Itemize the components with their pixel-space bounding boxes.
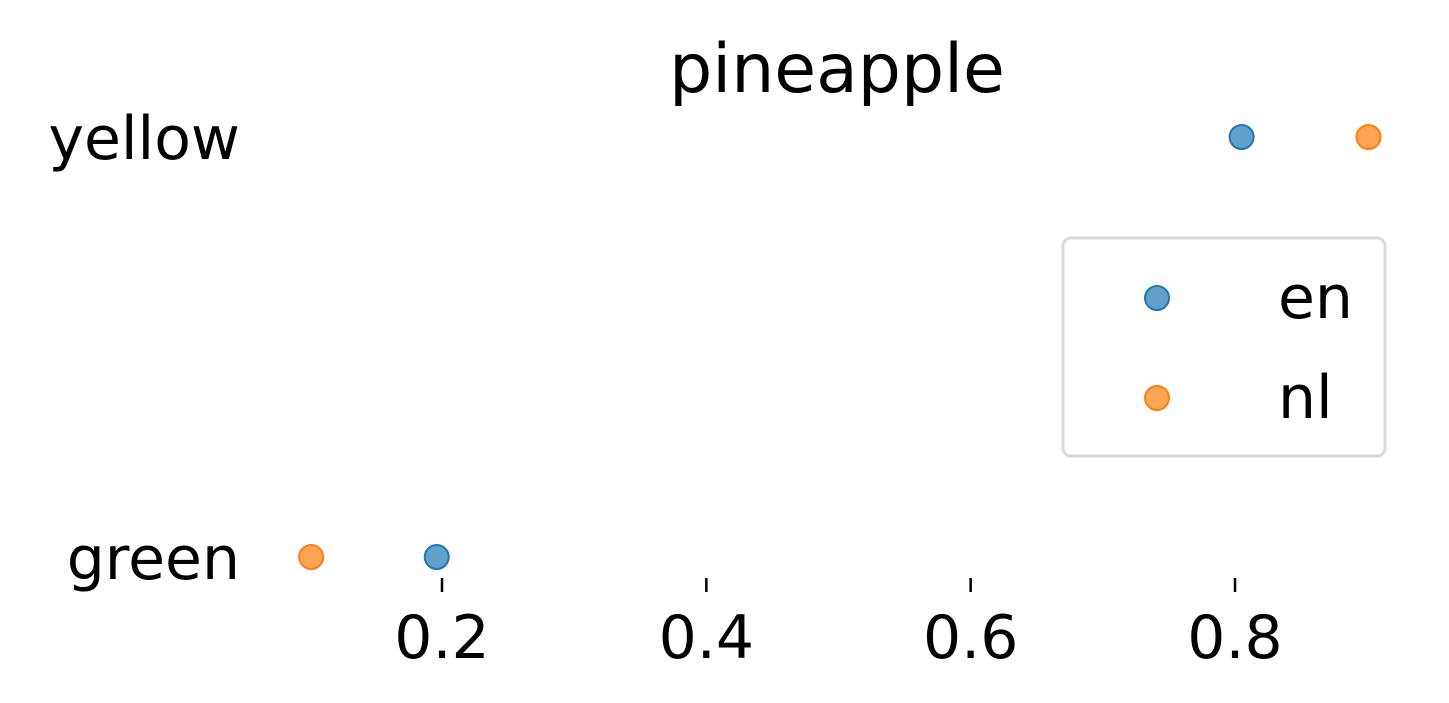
point-en-yellow — [1228, 124, 1255, 150]
legend: en nl — [1061, 236, 1387, 458]
point-nl-green — [298, 544, 325, 570]
point-en-green — [423, 544, 450, 570]
legend-marker-en — [1144, 285, 1170, 311]
legend-frame — [1061, 236, 1387, 458]
chart-title: pineapple — [669, 30, 1005, 109]
point-nl-yellow — [1355, 124, 1382, 150]
x-tick-label: 0.2 — [394, 603, 489, 673]
category-label-yellow: yellow — [48, 104, 240, 174]
legend-marker-nl — [1144, 385, 1170, 411]
x-axis-ticks: 0.2 0.4 0.6 0.8 — [394, 578, 1283, 673]
data-points — [298, 124, 1382, 570]
legend-label-en: en — [1278, 263, 1353, 333]
x-tick-label: 0.4 — [659, 603, 754, 673]
x-tick-label: 0.6 — [923, 603, 1018, 673]
legend-label-nl: nl — [1278, 363, 1333, 433]
category-label-green: green — [67, 524, 240, 594]
category-labels: yellow green — [48, 104, 240, 594]
x-tick-label: 0.8 — [1187, 603, 1282, 673]
